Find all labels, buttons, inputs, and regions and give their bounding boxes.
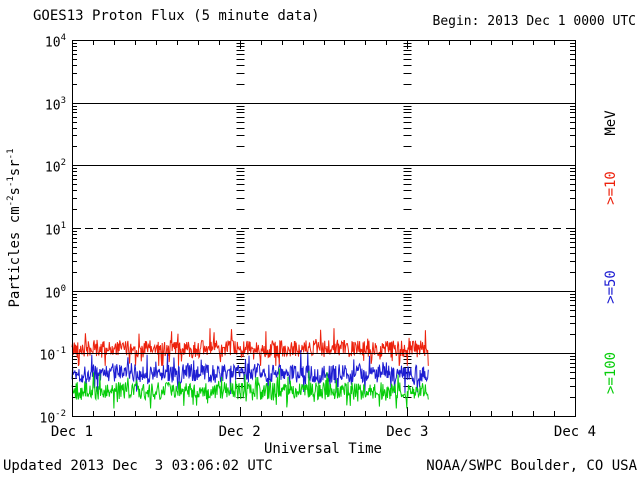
y-tick-label: 10-2 [39,409,67,427]
source-credit: NOAA/SWPC Boulder, CO USA [426,458,637,474]
right-axis-unit-label: MeV [603,110,619,136]
x-axis-label: Universal Time [263,441,382,457]
updated-timestamp: Updated 2013 Dec 3 03:06:02 UTC [3,458,273,474]
x-tick-label: Dec 4 [553,424,597,440]
y-tick-label: 100 [44,283,66,301]
plot-frame [72,40,576,417]
series-label-ge-50: >=50 [603,270,619,304]
begin-timestamp: Begin: 2013 Dec 1 0000 UTC [432,14,637,29]
flux-trace-gege50 [71,349,429,395]
x-tick-label: Dec 2 [218,424,261,440]
flux-trace-gege100 [71,368,429,409]
chart-title: GOES13 Proton Flux (5 minute data) [33,8,320,24]
y-tick-label: 103 [44,95,66,113]
y-tick-label: 10-1 [39,346,67,364]
y-tick-label: 102 [44,158,66,176]
x-tick-label: Dec 3 [386,424,429,440]
y-tick-label: 104 [44,33,66,51]
series-label-ge-100: >=100 [603,351,619,395]
flux-trace-gege10 [71,328,429,367]
series-label-ge-10: >=10 [603,171,619,205]
y-tick-label: 101 [44,221,66,239]
x-tick-label: Dec 1 [50,424,94,440]
